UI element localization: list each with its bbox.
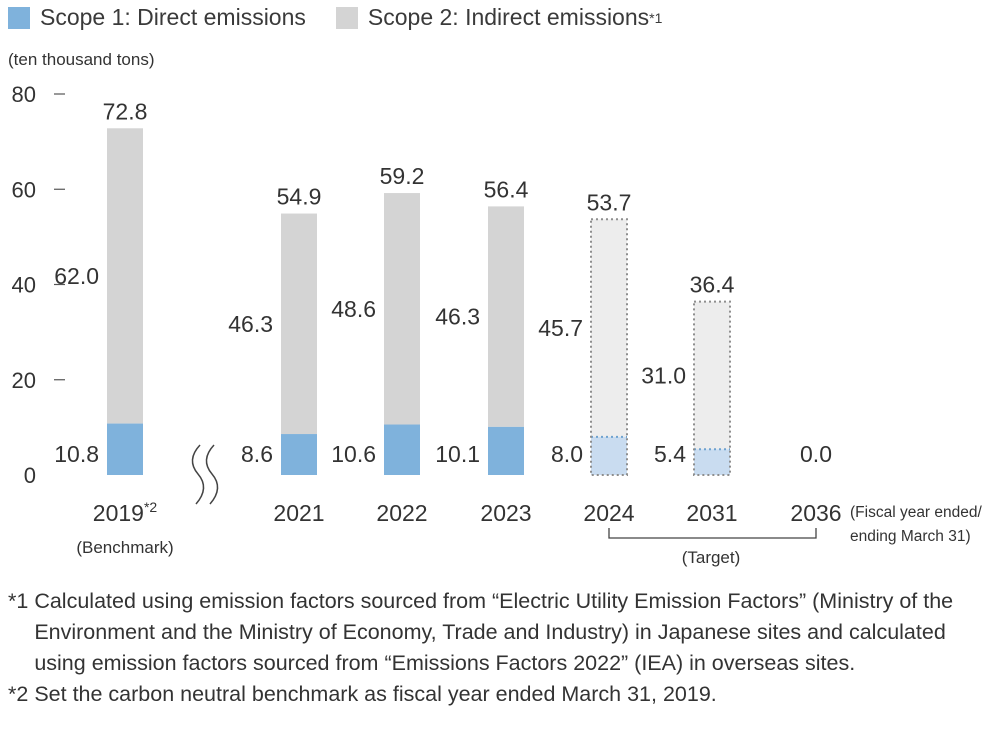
total-label-2031: 36.4 <box>690 272 735 298</box>
legend-item-scope1: Scope 1: Direct emissions <box>8 4 306 31</box>
footnote-2-mark: *2 <box>8 682 29 706</box>
bar-scope2-2024 <box>591 219 627 437</box>
unit-label: (ten thousand tons) <box>8 50 155 69</box>
target-label: (Target) <box>682 548 741 567</box>
legend-footnote-mark: *1 <box>649 9 663 26</box>
x-sublabel-2019: (Benchmark) <box>76 538 173 557</box>
legend-swatch-scope2 <box>335 6 358 29</box>
x-tick-label-2036: 2036 <box>790 500 841 526</box>
x-axis-note-line2: ending March 31) <box>850 528 971 545</box>
x-axis-note-line1: (Fiscal year ended/ <box>850 504 983 521</box>
bar-scope1-2022 <box>384 424 420 475</box>
total-label-2022: 59.2 <box>380 163 425 189</box>
scope1-label-2031: 5.4 <box>654 441 686 467</box>
scope2-label-2023: 46.3 <box>435 304 480 330</box>
y-tick-label-60: 60 <box>12 177 36 202</box>
legend-label-scope2: Scope 2: Indirect emissions <box>367 4 650 30</box>
footnote-1: *1 Calculated using emission factors sou… <box>8 586 988 679</box>
x-tick-label-2019: 2019*2 <box>93 499 158 526</box>
bar-scope2-2031 <box>694 301 730 450</box>
scope1-label-2022: 10.6 <box>331 441 376 467</box>
scope2-label-2021: 46.3 <box>228 311 273 337</box>
footnote-1-text: Calculated using emission factors source… <box>34 589 954 675</box>
bar-scope1-2024 <box>591 436 627 475</box>
footnote-2: *2 Set the carbon neutral benchmark as f… <box>8 679 988 710</box>
total-label-2024: 53.7 <box>587 189 632 215</box>
legend-label-scope1: Scope 1: Direct emissions <box>40 4 306 30</box>
bar-target-outline-2024 <box>590 218 628 476</box>
bar-scope2-2023 <box>488 206 524 427</box>
x-tick-label-2021: 2021 <box>273 500 324 526</box>
scope1-label-2019: 10.8 <box>54 441 99 467</box>
legend-item-scope2: Scope 2: Indirect emissions *1 <box>335 4 663 31</box>
scope2-label-2031: 31.0 <box>641 362 686 388</box>
x-tick-label-2031: 2031 <box>686 500 737 526</box>
total-label-2023: 56.4 <box>484 176 529 202</box>
total-label-2021: 54.9 <box>277 184 322 210</box>
axis-break-right <box>205 444 219 505</box>
legend-swatch-scope1 <box>8 6 30 29</box>
bar-scope2-2022 <box>384 193 420 425</box>
bar-scope2-2021 <box>281 213 317 435</box>
scope1-label-2036: 0.0 <box>800 441 832 467</box>
scope1-label-2024: 8.0 <box>551 441 583 467</box>
scope2-label-2024: 45.7 <box>538 315 583 341</box>
y-tick-label-40: 40 <box>12 273 36 298</box>
target-bracket <box>608 528 817 539</box>
x-tick-label-2024: 2024 <box>583 500 634 526</box>
bar-scope1-2021 <box>281 434 317 475</box>
y-tick-label-0: 0 <box>24 463 36 488</box>
bar-scope1-2023 <box>488 426 524 475</box>
bar-scope2-2019 <box>107 128 143 424</box>
legend: Scope 1: Direct emissions Scope 2: Indir… <box>8 4 692 31</box>
x-tick-label-2022: 2022 <box>376 500 427 526</box>
footnote-1-mark: *1 <box>8 589 29 613</box>
total-label-2019: 72.8 <box>103 98 148 124</box>
y-tick-label-80: 80 <box>12 82 36 107</box>
axis-break-left <box>191 444 205 505</box>
scope2-label-2019: 62.0 <box>54 263 99 289</box>
bar-scope1-2019 <box>107 423 143 475</box>
scope1-label-2021: 8.6 <box>241 441 273 467</box>
scope2-label-2022: 48.6 <box>331 296 376 322</box>
footnotes: *1 Calculated using emission factors sou… <box>8 586 988 710</box>
y-tick-label-20: 20 <box>12 368 36 393</box>
x-tick-sup-2019: *2 <box>144 499 157 515</box>
footnote-2-text: Set the carbon neutral benchmark as fisc… <box>34 682 717 706</box>
bar-scope1-2031 <box>694 449 730 475</box>
scope1-label-2023: 10.1 <box>435 441 480 467</box>
x-tick-label-2023: 2023 <box>480 500 531 526</box>
